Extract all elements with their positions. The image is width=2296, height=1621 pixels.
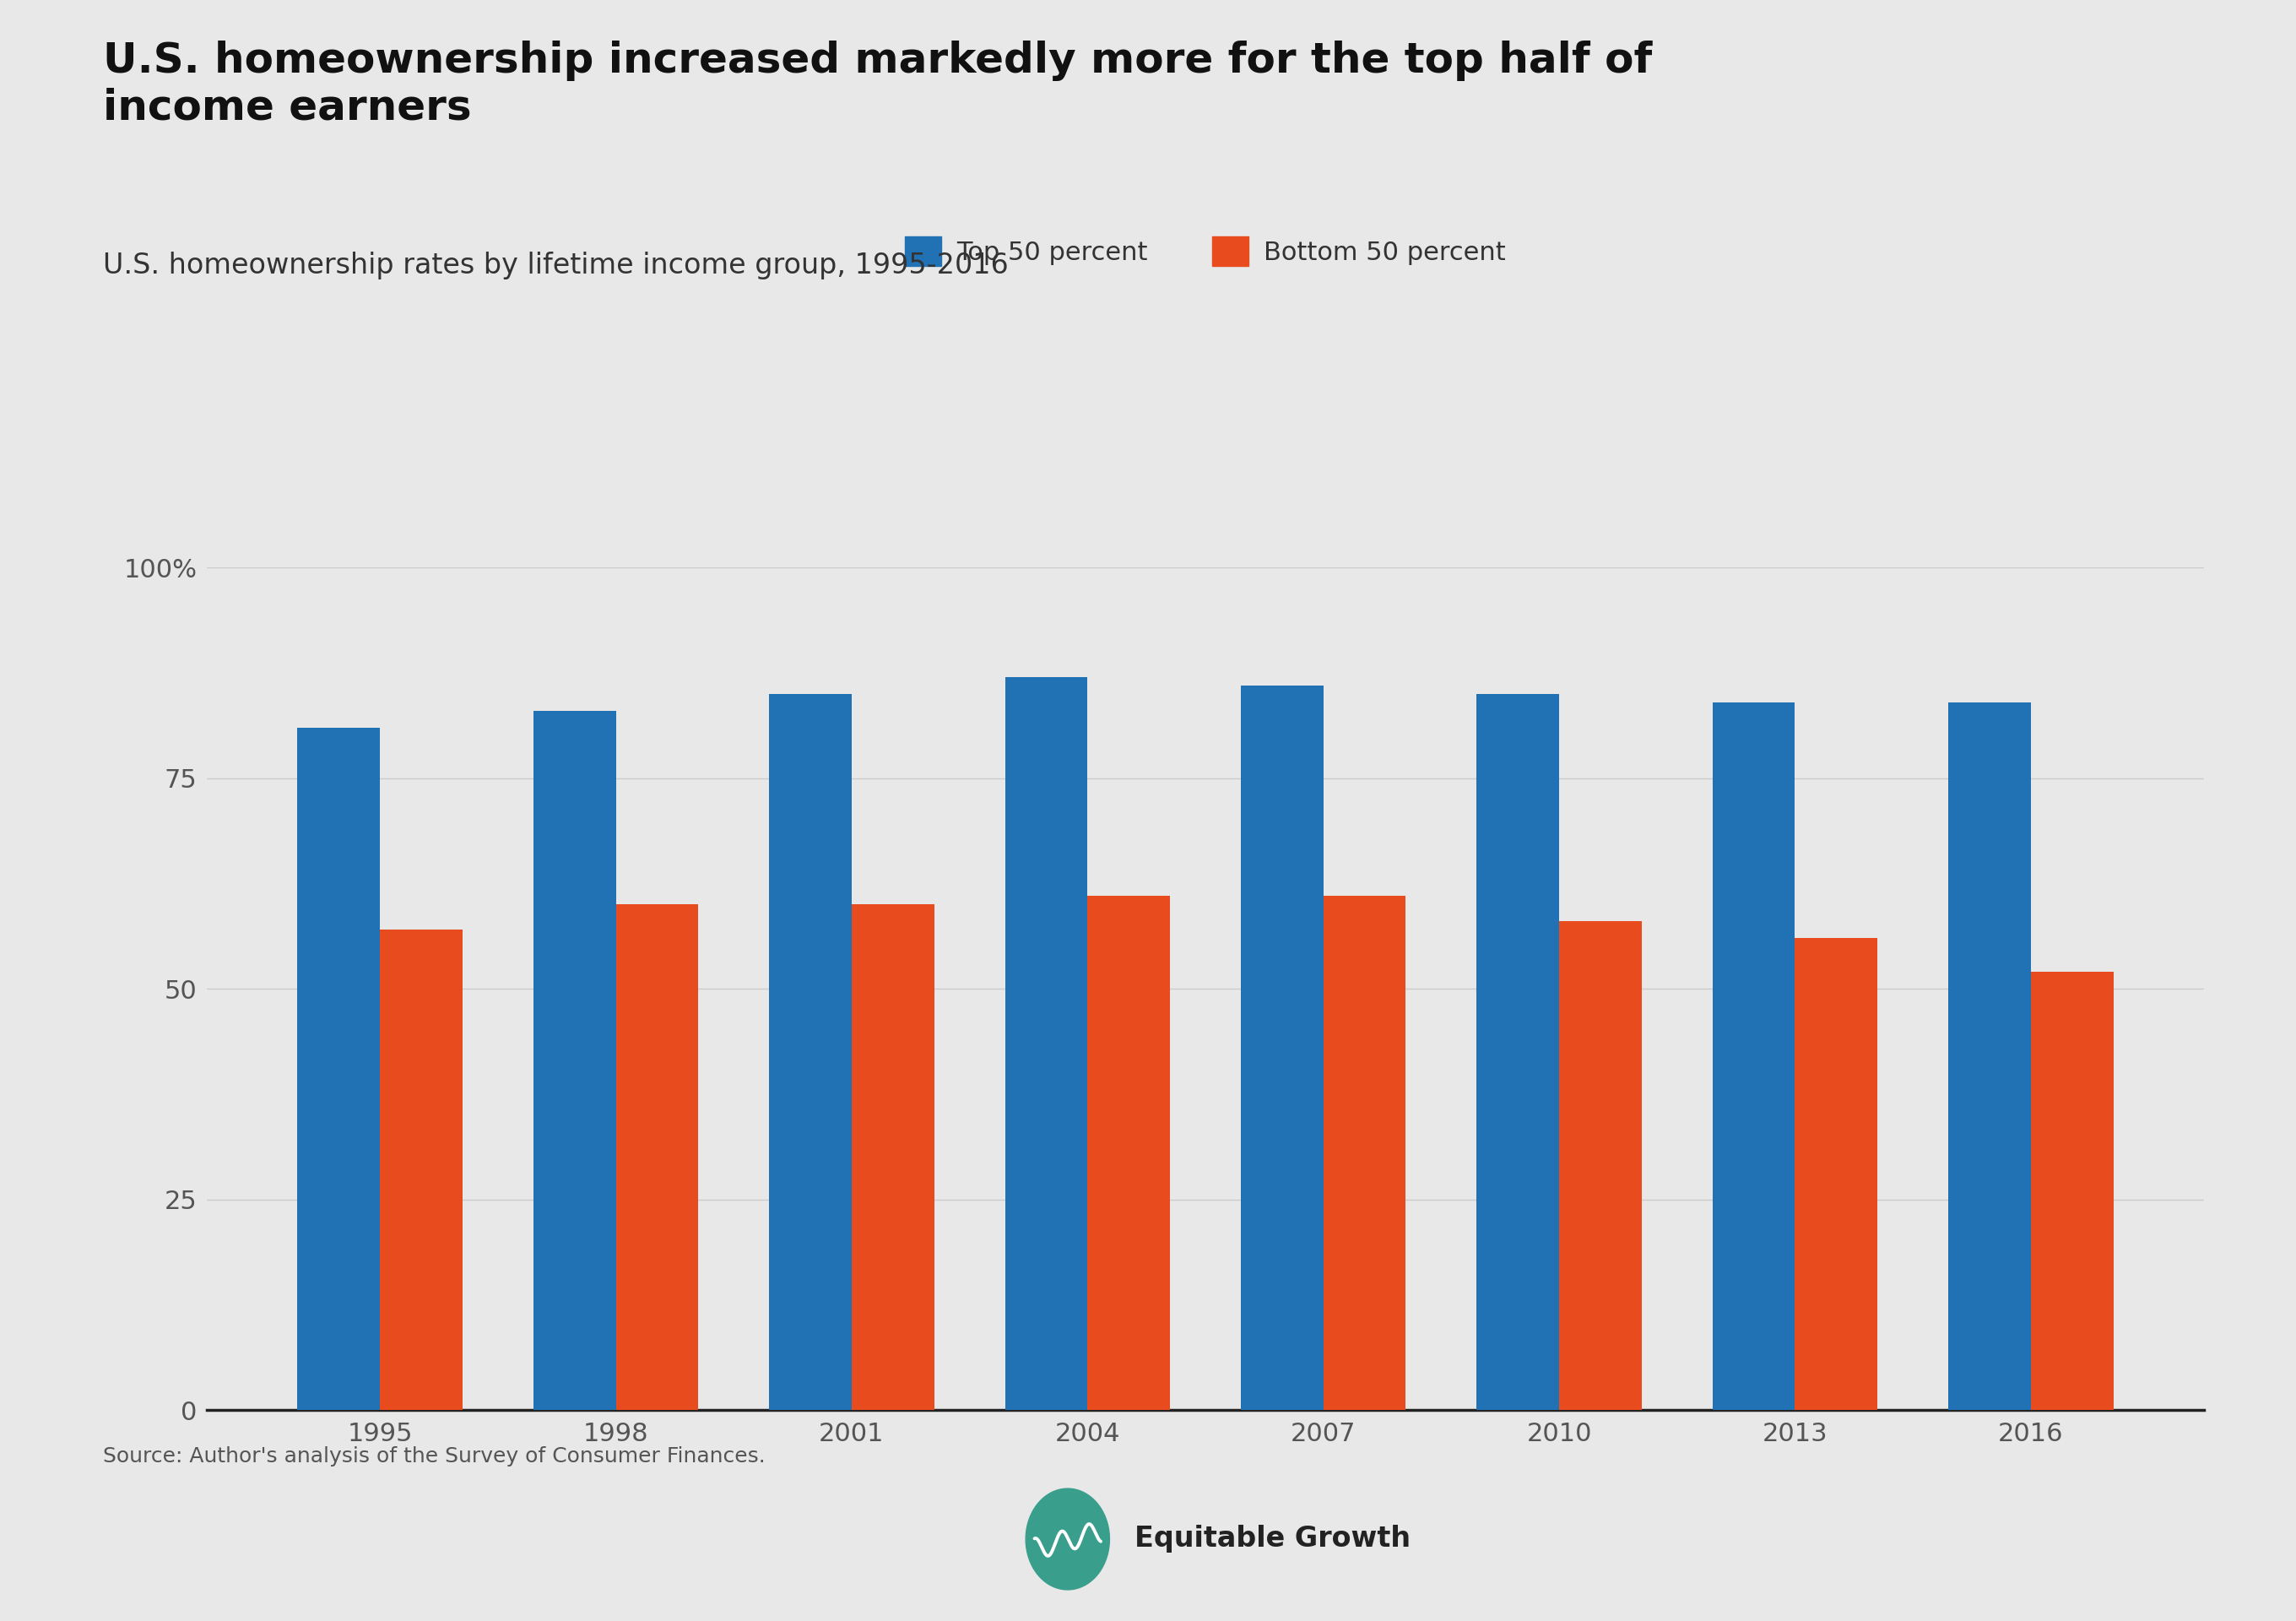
Bar	[2032, 973, 2112, 1410]
Bar	[533, 710, 615, 1410]
Bar	[1559, 921, 1642, 1410]
Polygon shape	[1026, 1488, 1109, 1590]
Bar	[1088, 896, 1171, 1410]
Bar	[852, 905, 934, 1410]
Text: U.S. homeownership increased markedly more for the top half of
income earners: U.S. homeownership increased markedly mo…	[103, 41, 1653, 128]
Text: Equitable Growth: Equitable Growth	[1134, 1524, 1410, 1553]
Bar	[1949, 702, 2032, 1410]
Text: Source: Author's analysis of the Survey of Consumer Finances.: Source: Author's analysis of the Survey …	[103, 1446, 767, 1465]
Bar	[1713, 702, 1795, 1410]
Bar	[769, 694, 852, 1410]
Bar	[1240, 686, 1322, 1410]
Bar	[1006, 678, 1088, 1410]
Bar	[379, 930, 461, 1410]
Bar	[1322, 896, 1405, 1410]
Bar	[1795, 939, 1878, 1410]
Bar	[615, 905, 698, 1410]
Text: U.S. homeownership rates by lifetime income group, 1995-2016: U.S. homeownership rates by lifetime inc…	[103, 251, 1008, 279]
Bar	[298, 728, 379, 1410]
Legend: Top 50 percent, Bottom 50 percent: Top 50 percent, Bottom 50 percent	[895, 227, 1515, 277]
Bar	[1476, 694, 1559, 1410]
